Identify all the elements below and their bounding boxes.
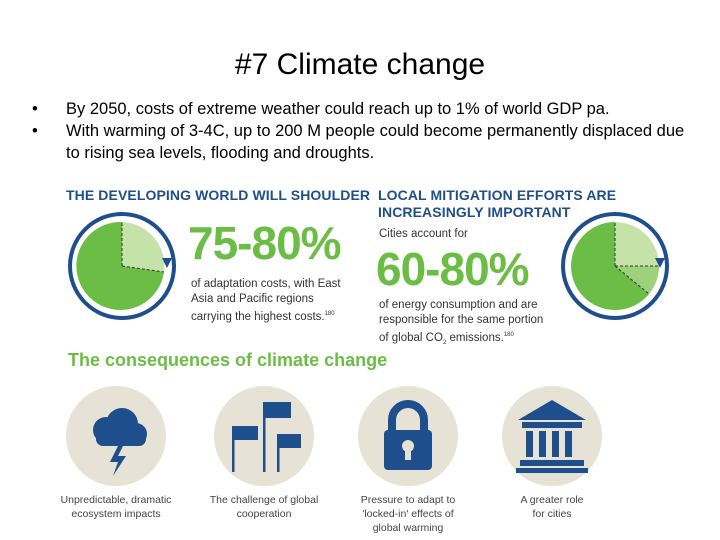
right-panel-intro: Cities account for [379,228,468,240]
slide-title: #7 Climate change [234,48,486,81]
heading-line: INCREASINGLY IMPORTANT [378,204,571,220]
city-hall-icon [516,400,588,473]
left-panel-description: of adaptation costs, with East Asia and … [191,277,371,325]
label-line: A greater role [520,494,584,506]
bullet-item: • By 2050, costs of extreme weather coul… [32,98,702,120]
desc-text: emissions. [446,331,504,344]
desc-text: of global CO [379,331,443,344]
label-line: cooperation [236,508,292,520]
desc-line: of adaptation costs, with East [191,278,341,290]
label-line: Unpredictable, dramatic [60,494,172,506]
consequences-title: The consequences of climate change [68,350,388,370]
desc-line: Asia and Pacific regions [191,293,314,305]
label-line: Pressure to adapt to [360,494,456,506]
desc-line: carrying the highest costs.180 [191,307,371,325]
right-panel-description: of energy consumption and are responsibl… [379,298,579,351]
desc-line: of energy consumption and are [379,299,538,311]
consequence-label: A greater role for cities [487,493,617,521]
desc-line: responsible for the same portion [379,314,544,326]
subscript: 2 [442,340,447,347]
bullet-dot: • [32,100,38,118]
right-panel-heading: LOCAL MITIGATION EFFORTS ARE INCREASINGL… [378,187,616,221]
padlock-icon [384,400,432,470]
label-line: The challenge of global [209,494,319,506]
label-line: 'locked-in' effects of [362,508,454,520]
left-pie-chart-icon [68,212,176,320]
consequence-label: Unpredictable, dramatic ecosystem impact… [51,493,181,521]
right-pie-chart-icon [561,212,669,320]
footnote-ref: 180 [503,332,514,338]
desc-text: carrying the highest costs. [191,310,325,323]
label-line: ecosystem impacts [71,508,161,520]
flags-icon [232,402,301,472]
bullet-item: • With warming of 3-4C, up to 200 M peop… [32,120,702,164]
left-panel-heading: THE DEVELOPING WORLD WILL SHOULDER [66,187,371,203]
consequence-label: The challenge of global cooperation [199,493,329,521]
footnote-ref: 180 [324,311,335,317]
label-line: global warming [372,522,444,534]
desc-line: of global CO2 emissions.180 [379,328,579,351]
bullet-text: By 2050, costs of extreme weather could … [66,100,610,118]
bullet-text: With warming of 3-4C, up to 200 M people… [66,122,685,162]
storm-cloud-icon [93,408,147,476]
bullet-dot: • [32,122,38,140]
label-line: for cities [532,508,572,520]
bullet-list: • By 2050, costs of extreme weather coul… [32,98,702,164]
heading-line: LOCAL MITIGATION EFFORTS ARE [378,187,617,203]
left-panel-percent: 75-80% [188,217,342,269]
right-panel-percent: 60-80% [376,243,530,295]
consequence-label: Pressure to adapt to 'locked-in' effects… [343,493,473,535]
